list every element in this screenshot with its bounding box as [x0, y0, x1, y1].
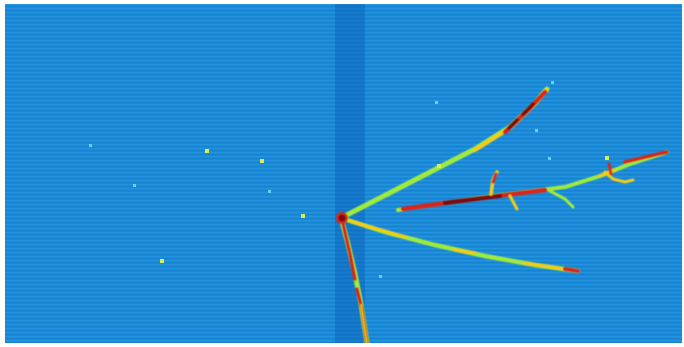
- track-upper: [338, 86, 550, 221]
- track-down: [338, 215, 370, 343]
- hit: [160, 259, 164, 263]
- hit: [260, 159, 264, 163]
- readout-noise: [5, 4, 682, 343]
- isolated-hits: [89, 81, 609, 278]
- hit: [435, 101, 438, 104]
- hit: [379, 275, 382, 278]
- hit: [437, 164, 441, 168]
- hit: [205, 149, 209, 153]
- hit: [548, 157, 551, 160]
- event-display: [5, 4, 682, 343]
- hit: [551, 81, 554, 84]
- hit: [133, 184, 136, 187]
- hit: [605, 156, 609, 160]
- hit: [268, 190, 271, 193]
- tracks: [336, 86, 669, 343]
- hit: [89, 144, 92, 147]
- track-lower: [338, 215, 581, 274]
- track-middle: [396, 150, 669, 212]
- detector-view: [5, 4, 682, 343]
- hit: [301, 214, 305, 218]
- hit: [535, 129, 538, 132]
- primary-vertex: [336, 212, 348, 224]
